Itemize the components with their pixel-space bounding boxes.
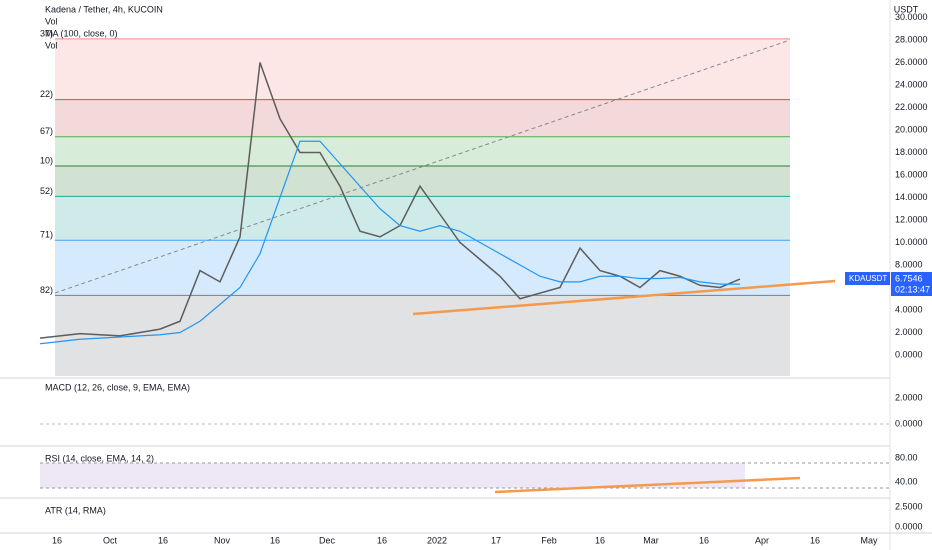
vol-label: Vol — [45, 16, 58, 26]
fib-trend-line — [54, 39, 791, 294]
price-tick-label: 28.0000 — [895, 34, 928, 44]
fib-zone — [55, 38, 790, 100]
price-line — [39, 140, 740, 345]
pane-tick-label: 2.0000 — [895, 392, 923, 402]
trendline — [412, 279, 836, 316]
x-tick-label: 2022 — [427, 535, 447, 545]
x-tick-label: 16 — [270, 535, 280, 545]
fib-label: 82) — [40, 285, 53, 295]
ticker-badge — [845, 272, 890, 286]
x-tick-label: May — [860, 535, 878, 545]
price-badge — [891, 272, 932, 297]
price-tick-label: 10.0000 — [895, 237, 928, 247]
symbol-title: Kadena / Tether, 4h, KUCOIN — [45, 4, 163, 14]
price-tick-label: 24.0000 — [895, 79, 928, 89]
pane-tick-label: 80.00 — [895, 452, 918, 462]
x-tick-label: 16 — [52, 535, 62, 545]
fib-label: 67) — [40, 126, 53, 136]
x-tick-label: Nov — [214, 535, 231, 545]
pane-tick-label: 40.00 — [895, 476, 918, 486]
fib-label: 71) — [40, 230, 53, 240]
fib-label: 10) — [40, 155, 53, 165]
fib-label: 52) — [40, 186, 53, 196]
fib-zone — [55, 240, 790, 296]
ma-label: MA (100, close, 0) — [45, 28, 118, 38]
fib-label: 37) — [40, 28, 53, 38]
price-tick-label: 26.0000 — [895, 57, 928, 67]
rsi-label: RSI (14, close, EMA, 14, 2) — [45, 453, 154, 463]
price-tick-label: 4.0000 — [895, 304, 923, 314]
macd-label: MACD (12, 26, close, 9, EMA, EMA) — [45, 382, 190, 392]
rsi-trendline — [494, 476, 801, 494]
price-tick-label: 2.0000 — [895, 327, 923, 337]
pane-tick-label: 0.0000 — [895, 418, 923, 428]
x-tick-label: 16 — [810, 535, 820, 545]
x-tick-label: 16 — [699, 535, 709, 545]
x-tick-label: 17 — [491, 535, 501, 545]
fib-zone — [55, 136, 790, 166]
x-tick-label: Oct — [103, 535, 118, 545]
fib-zone — [55, 196, 790, 241]
price-tick-label: 18.0000 — [895, 147, 928, 157]
atr-label: ATR (14, RMA) — [45, 505, 106, 515]
price-tick-label: 22.0000 — [895, 102, 928, 112]
rsi-band — [40, 463, 745, 488]
x-tick-label: Dec — [319, 535, 336, 545]
price-line — [39, 62, 741, 339]
price-tick-label: 30.0000 — [895, 12, 928, 22]
pane-tick-label: 0.0000 — [895, 521, 923, 531]
fib-label: 22) — [40, 89, 53, 99]
price: 6.7546 — [895, 273, 923, 283]
fib-zone — [55, 295, 790, 376]
pane-tick-label: 2.5000 — [895, 501, 923, 511]
fib-zone — [55, 166, 790, 197]
vol-label: Vol — [45, 40, 58, 50]
unit: USDT — [894, 4, 919, 14]
price-tick-label: 16.0000 — [895, 169, 928, 179]
price-tick-label: 14.0000 — [895, 192, 928, 202]
price-tick-label: 0.0000 — [895, 349, 923, 359]
x-tick-label: Mar — [643, 535, 659, 545]
ticker: KDAUSDT — [849, 274, 887, 283]
price-tick-label: 20.0000 — [895, 124, 928, 134]
price-tick-label: 8.0000 — [895, 259, 923, 269]
x-tick-label: Apr — [755, 535, 769, 545]
countdown: 02:13:47 — [895, 284, 930, 294]
x-tick-label: 16 — [595, 535, 605, 545]
x-tick-label: Feb — [541, 535, 557, 545]
fib-retracement: 37) 22) 67) 10) 52) 71) 82) — [40, 28, 790, 376]
fib-zone — [55, 99, 790, 137]
x-tick-label: 16 — [158, 535, 168, 545]
x-tick-label: 16 — [377, 535, 387, 545]
price-tick-label: 12.0000 — [895, 214, 928, 224]
